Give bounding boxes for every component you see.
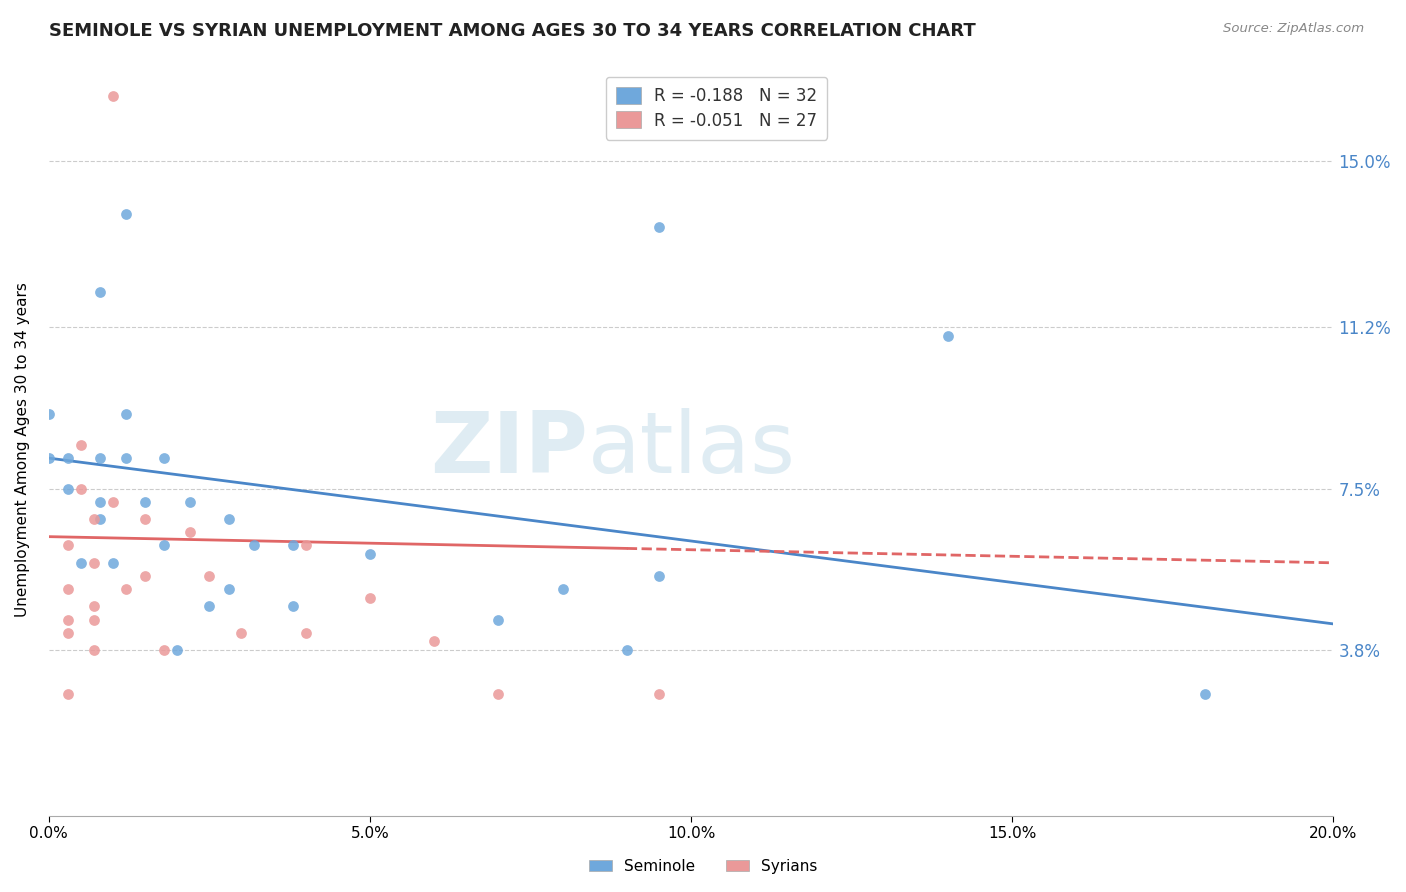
Point xyxy=(134,569,156,583)
Point xyxy=(486,687,509,701)
Point xyxy=(486,613,509,627)
Point xyxy=(56,582,79,596)
Point xyxy=(114,408,136,422)
Text: atlas: atlas xyxy=(588,408,796,491)
Point xyxy=(218,512,240,526)
Point xyxy=(56,482,79,496)
Point xyxy=(83,643,105,657)
Point xyxy=(101,89,124,103)
Point xyxy=(56,538,79,552)
Point xyxy=(114,207,136,221)
Point xyxy=(70,556,93,570)
Point xyxy=(936,329,959,343)
Point xyxy=(359,547,381,561)
Point xyxy=(114,582,136,596)
Point xyxy=(294,538,316,552)
Point xyxy=(166,643,188,657)
Point xyxy=(153,538,176,552)
Point xyxy=(56,625,79,640)
Point xyxy=(101,494,124,508)
Point xyxy=(281,599,304,614)
Point xyxy=(648,219,671,234)
Text: ZIP: ZIP xyxy=(430,408,588,491)
Point xyxy=(1194,687,1216,701)
Point xyxy=(38,451,60,466)
Point xyxy=(551,582,574,596)
Point xyxy=(89,512,111,526)
Legend: R = -0.188   N = 32, R = -0.051   N = 27: R = -0.188 N = 32, R = -0.051 N = 27 xyxy=(606,77,828,139)
Point xyxy=(89,451,111,466)
Text: Source: ZipAtlas.com: Source: ZipAtlas.com xyxy=(1223,22,1364,36)
Point xyxy=(83,556,105,570)
Point xyxy=(423,634,446,648)
Point xyxy=(243,538,266,552)
Point xyxy=(83,599,105,614)
Y-axis label: Unemployment Among Ages 30 to 34 years: Unemployment Among Ages 30 to 34 years xyxy=(15,282,30,616)
Point xyxy=(83,613,105,627)
Point xyxy=(38,408,60,422)
Point xyxy=(101,556,124,570)
Point xyxy=(70,482,93,496)
Point xyxy=(294,625,316,640)
Point xyxy=(134,512,156,526)
Point xyxy=(70,438,93,452)
Point xyxy=(56,613,79,627)
Point xyxy=(179,494,201,508)
Point xyxy=(83,512,105,526)
Point xyxy=(56,687,79,701)
Text: SEMINOLE VS SYRIAN UNEMPLOYMENT AMONG AGES 30 TO 34 YEARS CORRELATION CHART: SEMINOLE VS SYRIAN UNEMPLOYMENT AMONG AG… xyxy=(49,22,976,40)
Point xyxy=(648,569,671,583)
Point xyxy=(198,569,221,583)
Point xyxy=(231,625,253,640)
Legend: Seminole, Syrians: Seminole, Syrians xyxy=(582,853,824,880)
Point xyxy=(179,525,201,540)
Point xyxy=(198,599,221,614)
Point xyxy=(218,582,240,596)
Point xyxy=(134,494,156,508)
Point xyxy=(616,643,638,657)
Point xyxy=(89,285,111,300)
Point xyxy=(281,538,304,552)
Point xyxy=(153,451,176,466)
Point xyxy=(89,494,111,508)
Point xyxy=(56,451,79,466)
Point xyxy=(648,687,671,701)
Point xyxy=(114,451,136,466)
Point xyxy=(153,643,176,657)
Point xyxy=(359,591,381,605)
